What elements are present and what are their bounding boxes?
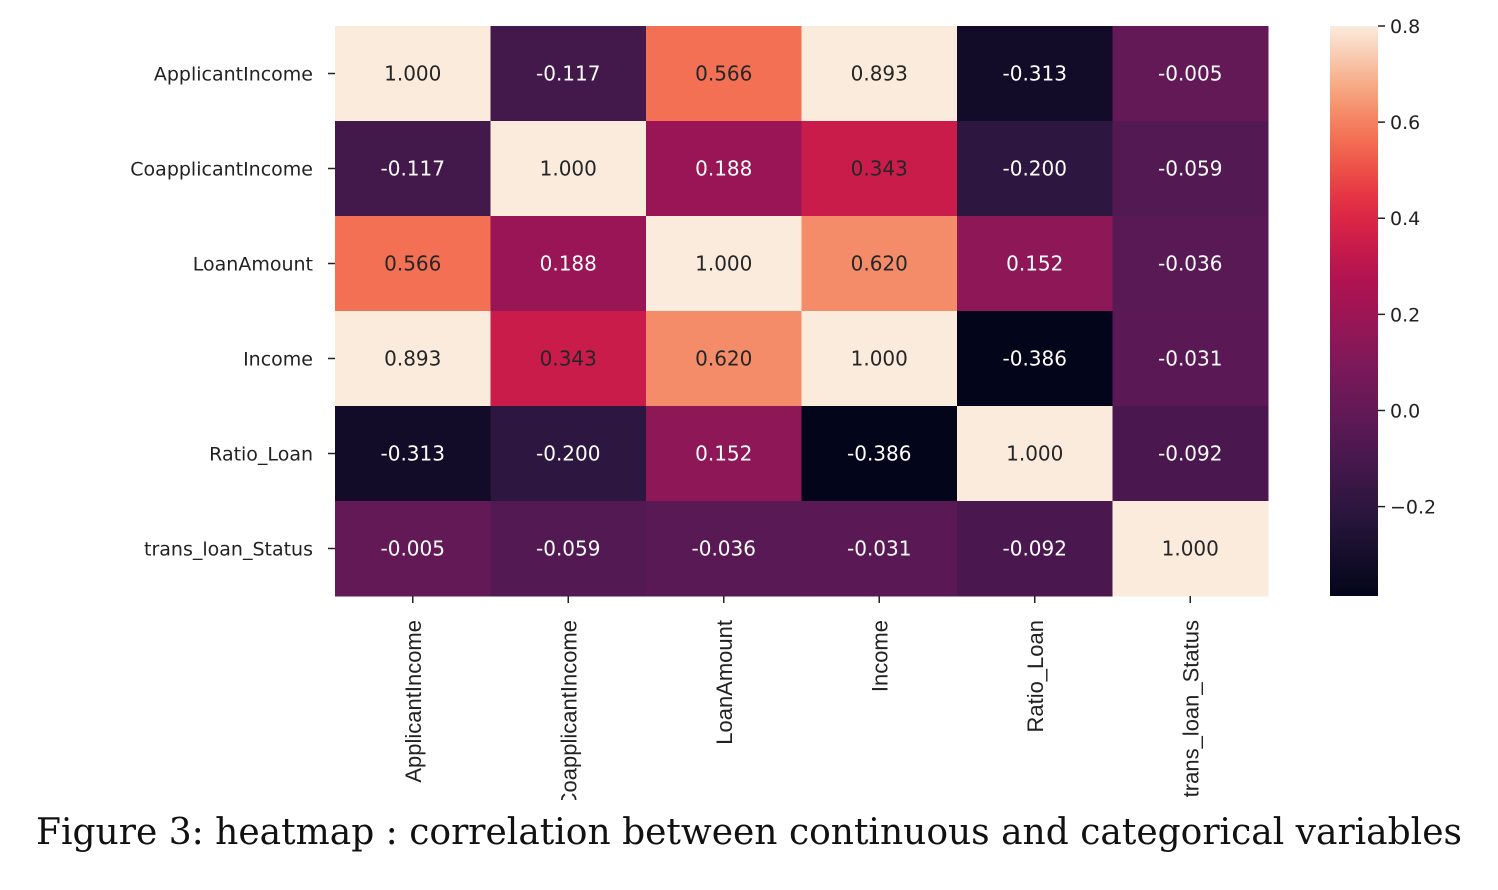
heatmap-cell-loanamount-loanamount	[646, 216, 802, 312]
cell-value-label: 1.000	[1006, 442, 1063, 466]
heatmap-cell-income-income	[801, 311, 958, 407]
cell-value-label: 1.000	[1162, 537, 1219, 561]
y-tick-label-coapplicantincome: CoapplicantIncome	[130, 159, 313, 181]
heatmap-cell-applicantincome-loanamount	[646, 26, 802, 122]
colorbar-tick-label: 0.4	[1390, 208, 1420, 230]
colorbar-tick-label: −0.2	[1390, 497, 1436, 519]
heatmap-cell-applicantincome-income	[801, 26, 958, 122]
heatmap-cell-trans-loan-status-loanamount	[646, 501, 802, 597]
cell-value-label: 0.152	[1006, 252, 1063, 276]
heatmap-cell-coapplicantincome-ratio-loan	[957, 121, 1113, 217]
cell-value-label: -0.200	[1003, 157, 1067, 181]
heatmap-cell-coapplicantincome-trans-loan-status	[1112, 121, 1269, 217]
cell-value-label: -0.117	[381, 157, 445, 181]
x-tick-label-ratio-loan: Ratio_Loan	[1023, 620, 1048, 733]
heatmap-cell-income-applicantincome	[335, 311, 491, 407]
colorbar-gradient	[1330, 26, 1378, 596]
heatmap-cell-ratio-loan-applicantincome	[335, 406, 491, 502]
cell-value-label: 0.188	[540, 252, 597, 276]
y-tick-label-loanamount: LoanAmount	[193, 254, 313, 276]
heatmap-cell-applicantincome-ratio-loan	[957, 26, 1113, 122]
colorbar-tick-label: 0.2	[1390, 304, 1420, 326]
heatmap-cell-ratio-loan-trans-loan-status	[1112, 406, 1269, 502]
heatmap-cell-income-loanamount	[646, 311, 802, 407]
heatmap-cell-loanamount-income	[801, 216, 958, 312]
y-tick-label-ratio-loan: Ratio_Loan	[209, 444, 313, 466]
heatmap-cell-ratio-loan-income	[801, 406, 958, 502]
cell-value-label: 0.620	[851, 252, 908, 276]
x-tick-label-coapplicantincome: CoapplicantIncome	[556, 620, 581, 800]
cell-value-label: 0.566	[384, 252, 441, 276]
cell-value-label: 0.893	[384, 347, 441, 371]
x-tick-label-trans-loan-status: trans_loan_Status	[1178, 620, 1203, 797]
cell-value-label: 0.188	[695, 157, 752, 181]
heatmap-cell-ratio-loan-ratio-loan	[957, 406, 1113, 502]
colorbar: 0.8 0.6 0.4 0.2 0.0 −0.2	[1330, 16, 1436, 596]
cell-value-label: -0.117	[536, 62, 600, 86]
cell-value-label: -0.386	[847, 442, 911, 466]
heatmap-cells: 1.000 -0.117 0.566 0.893 -0.313 -0.005 -0.117 1…	[335, 26, 1269, 597]
heatmap-cell-trans-loan-status-ratio-loan	[957, 501, 1113, 597]
x-tick-label-applicantincome: ApplicantIncome	[401, 620, 426, 783]
colorbar-tick-label: 0.6	[1390, 112, 1420, 134]
y-tick-label-applicantincome: ApplicantIncome	[154, 64, 313, 86]
cell-value-label: -0.313	[381, 442, 445, 466]
cell-value-label: -0.036	[1158, 252, 1222, 276]
heatmap-cell-trans-loan-status-income	[801, 501, 958, 597]
cell-value-label: 0.566	[695, 62, 752, 86]
cell-value-label: -0.313	[1003, 62, 1067, 86]
heatmap-cell-loanamount-applicantincome	[335, 216, 491, 312]
heatmap-cell-income-coapplicantincome	[490, 311, 647, 407]
cell-value-label: 0.152	[695, 442, 752, 466]
cell-value-label: -0.386	[1003, 347, 1067, 371]
heatmap-cell-income-trans-loan-status	[1112, 311, 1269, 407]
cell-value-label: 1.000	[695, 252, 752, 276]
heatmap-chart: 1.000 -0.117 0.566 0.893 -0.313 -0.005 -0.117 1…	[130, 16, 1436, 800]
heatmap-cell-applicantincome-applicantincome	[335, 26, 491, 122]
cell-value-label: -0.092	[1003, 537, 1067, 561]
cell-value-label: 0.620	[695, 347, 752, 371]
cell-value-label: -0.092	[1158, 442, 1222, 466]
colorbar-tick-label: 0.8	[1390, 16, 1420, 38]
cell-value-label: 1.000	[851, 347, 908, 371]
heatmap-cell-loanamount-ratio-loan	[957, 216, 1113, 312]
cell-value-label: -0.005	[1158, 62, 1222, 86]
cell-value-label: 1.000	[384, 62, 441, 86]
cell-value-label: 0.343	[851, 157, 908, 181]
x-axis-labels: ApplicantIncome CoapplicantIncome LoanAmou…	[401, 596, 1203, 800]
cell-value-label: -0.059	[1158, 157, 1222, 181]
cell-value-label: -0.036	[692, 537, 756, 561]
cell-value-label: 0.893	[851, 62, 908, 86]
cell-value-label: 0.343	[540, 347, 597, 371]
heatmap-cell-trans-loan-status-coapplicantincome	[490, 501, 647, 597]
x-tick-label-loanamount: LoanAmount	[712, 620, 737, 745]
cell-value-label: -0.031	[847, 537, 911, 561]
heatmap-cell-ratio-loan-loanamount	[646, 406, 802, 502]
heatmap-cell-coapplicantincome-coapplicantincome	[490, 121, 647, 217]
heatmap-cell-ratio-loan-coapplicantincome	[490, 406, 647, 502]
cell-value-label: -0.005	[381, 537, 445, 561]
heatmap-cell-coapplicantincome-loanamount	[646, 121, 802, 217]
y-tick-label-income: Income	[243, 349, 313, 371]
y-tick-label-trans-loan-status: trans_loan_Status	[144, 539, 313, 561]
cell-value-label: -0.031	[1158, 347, 1222, 371]
cell-value-label: -0.200	[536, 442, 600, 466]
figure-caption: Figure 3: heatmap : correlation between …	[36, 812, 1462, 853]
heatmap-cell-trans-loan-status-trans-loan-status	[1112, 501, 1269, 597]
heatmap-cell-coapplicantincome-applicantincome	[335, 121, 491, 217]
heatmap-cell-trans-loan-status-applicantincome	[335, 501, 491, 597]
y-axis-labels: ApplicantIncome CoapplicantIncome LoanAmou…	[130, 64, 335, 561]
cell-value-label: -0.059	[536, 537, 600, 561]
heatmap-cell-applicantincome-trans-loan-status	[1112, 26, 1269, 122]
heatmap-cell-loanamount-trans-loan-status	[1112, 216, 1269, 312]
heatmap-cell-coapplicantincome-income	[801, 121, 958, 217]
heatmap-cell-applicantincome-coapplicantincome	[490, 26, 647, 122]
x-tick-label-income: Income	[867, 620, 892, 692]
cell-value-label: 1.000	[540, 157, 597, 181]
heatmap-cell-income-ratio-loan	[957, 311, 1113, 407]
colorbar-tick-label: 0.0	[1390, 400, 1420, 422]
heatmap-cell-loanamount-coapplicantincome	[490, 216, 647, 312]
